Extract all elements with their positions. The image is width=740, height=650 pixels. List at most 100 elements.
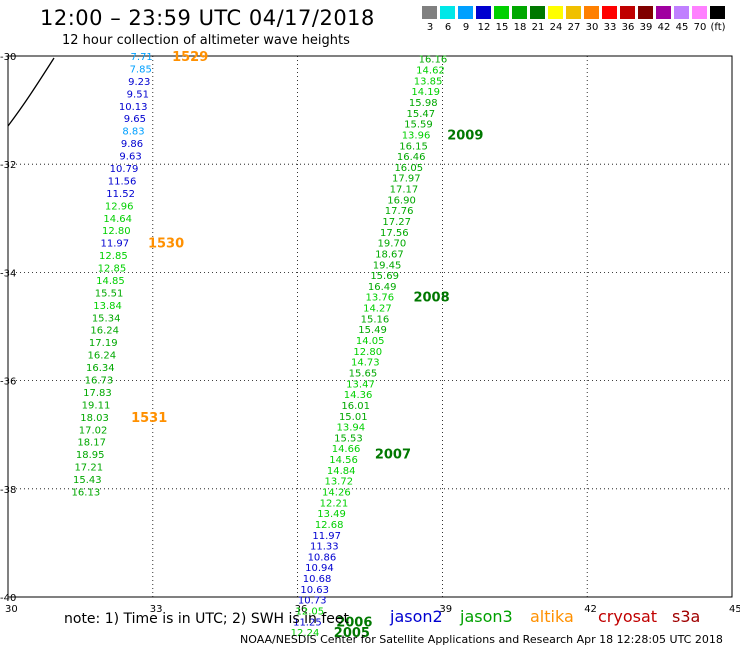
wave-height-label-right: 15.98: [409, 98, 438, 109]
wave-height-label-left: 12.85: [99, 251, 128, 262]
scale-label: 30: [585, 22, 599, 33]
wave-height-label-right: 10.86: [308, 552, 337, 563]
scale-label: 21: [531, 22, 545, 33]
wave-height-label-right: 16.46: [397, 152, 426, 163]
wave-height-label-left: 14.64: [103, 214, 132, 225]
wave-height-label-right: 14.19: [411, 87, 440, 98]
wave-height-label-right: 14.62: [416, 66, 445, 77]
scale-label: 18: [513, 22, 527, 33]
time-label: 1531: [131, 411, 167, 426]
wave-height-label-right: 11.25: [293, 617, 322, 628]
wave-height-label-left: 17.02: [79, 425, 108, 436]
wave-height-label-right: 14.84: [327, 466, 356, 477]
wave-height-label-right: 13.49: [317, 509, 346, 520]
scale-swatch: [530, 6, 545, 19]
wave-height-label-right: 16.01: [341, 401, 370, 412]
wave-height-label-right: 17.56: [380, 228, 409, 239]
satellite-s3a: s3a: [672, 607, 701, 626]
scale-label: 9: [462, 22, 470, 33]
wave-height-label-right: 16.90: [387, 195, 416, 206]
wave-height-label-left: 16.34: [86, 363, 115, 374]
y-tick-label: -36: [0, 377, 16, 388]
scale-swatch: [440, 6, 455, 19]
wave-height-label-right: 17.76: [385, 206, 414, 217]
wave-height-label-right: 18.67: [375, 249, 404, 260]
scale-swatch: [710, 6, 725, 19]
scale-label: 6: [444, 22, 452, 33]
scale-swatch: [422, 6, 437, 19]
wave-height-label-right: 14.26: [322, 488, 351, 499]
wave-height-label-right: 10.63: [300, 585, 329, 596]
scale-swatch: [656, 6, 671, 19]
wave-height-label-right: 12.05: [296, 607, 325, 618]
page-title: 12:00 – 23:59 UTC 04/17/2018: [40, 6, 375, 30]
scale-label: 15: [495, 22, 509, 33]
wave-height-label-right: 15.49: [358, 325, 387, 336]
map-frame: [7, 55, 733, 598]
wave-height-label-left: 10.13: [119, 102, 148, 113]
scale-swatch: [512, 6, 527, 19]
wave-height-label-right: 15.01: [339, 412, 368, 423]
scale-swatch: [476, 6, 491, 19]
wave-height-label-right: 19.45: [373, 260, 402, 271]
satellite-jason3: jason3: [460, 607, 513, 626]
wave-height-label-right: 16.49: [368, 282, 397, 293]
wave-height-label-right: 14.66: [332, 444, 361, 455]
wave-height-label-right: 10.94: [305, 563, 334, 574]
wave-height-label-right: 12.21: [320, 498, 349, 509]
wave-height-label-right: 15.16: [361, 314, 390, 325]
coastline: [7, 57, 55, 127]
wave-height-label-left: 13.84: [93, 301, 122, 312]
x-tick-label: 33: [150, 604, 163, 615]
wave-height-label-right: 14.27: [363, 304, 392, 315]
wave-height-label-left: 9.65: [124, 114, 146, 125]
wave-height-label-right: 14.05: [356, 336, 385, 347]
time-label: 2005: [334, 626, 370, 641]
wave-height-label-left: 15.34: [92, 313, 121, 324]
wave-height-label-right: 15.47: [407, 109, 436, 120]
wave-height-label-left: 9.86: [121, 139, 143, 150]
satellite-jason2: jason2: [390, 607, 443, 626]
wave-height-label-left: 11.56: [108, 176, 137, 187]
wave-height-label-left: 16.24: [90, 326, 119, 337]
scale-label: (ft): [710, 22, 726, 33]
scale-label: 70: [693, 22, 707, 33]
time-label: 2008: [413, 291, 449, 306]
wave-height-label-right: 13.76: [365, 293, 394, 304]
wave-height-label-right: 14.36: [344, 390, 373, 401]
scale-swatch: [566, 6, 581, 19]
time-label: 1530: [148, 237, 184, 252]
scale-swatch: [620, 6, 635, 19]
y-tick-label: -32: [0, 160, 16, 171]
scale-label: 45: [675, 22, 689, 33]
wave-height-label-right: 17.27: [382, 217, 411, 228]
note-text: note: 1) Time is in UTC; 2) SWH is in fe…: [64, 611, 350, 627]
wave-height-label-left: 15.51: [95, 288, 124, 299]
wave-height-label-left: 16.13: [72, 488, 101, 499]
wave-height-label-left: 17.83: [83, 388, 112, 399]
scale-swatch: [602, 6, 617, 19]
wave-height-label-left: 9.51: [127, 89, 149, 100]
wave-height-label-right: 10.68: [303, 574, 332, 585]
scale-label: 3: [426, 22, 434, 33]
wave-height-label-left: 16.24: [87, 351, 116, 362]
wave-height-label-left: 16.73: [85, 376, 114, 387]
wave-height-label-left: 18.03: [80, 413, 109, 424]
wave-height-label-right: 12.80: [353, 347, 382, 358]
wave-height-label-right: 15.69: [370, 271, 399, 282]
wave-height-label-left: 9.23: [128, 77, 150, 88]
scale-label: 12: [477, 22, 491, 33]
wave-height-label-right: 15.59: [404, 120, 433, 131]
wave-height-label-left: 10.79: [110, 164, 139, 175]
y-tick-label: -30: [0, 52, 16, 63]
wave-height-label-right: 15.65: [349, 368, 378, 379]
wave-height-label-right: 16.05: [394, 163, 423, 174]
y-tick-label: -40: [0, 593, 16, 604]
wave-height-label-right: 13.47: [346, 379, 375, 390]
wave-height-label-left: 15.43: [73, 475, 102, 486]
wave-height-label-left: 11.52: [106, 189, 135, 200]
scale-label: 33: [603, 22, 617, 33]
wave-height-label-right: 17.17: [390, 185, 419, 196]
wave-height-label-left: 12.96: [105, 201, 134, 212]
